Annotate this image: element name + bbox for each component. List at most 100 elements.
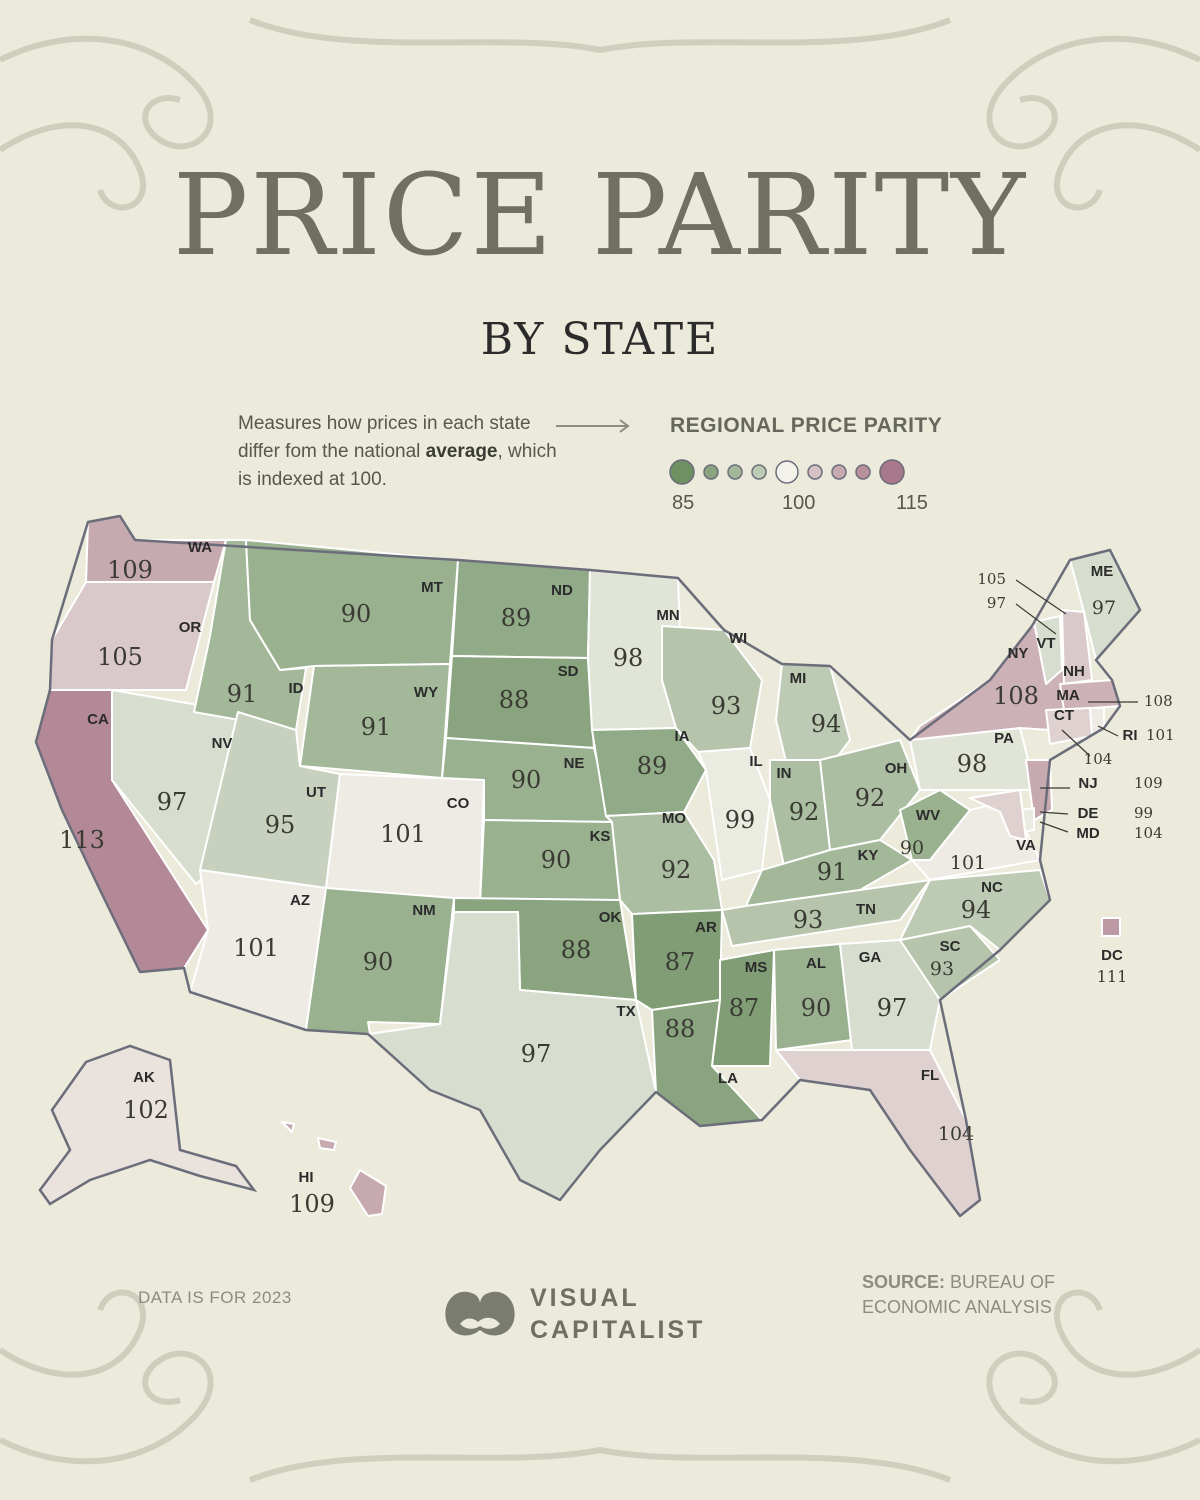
state-value-ok: 88 — [561, 936, 592, 964]
state-value-de: 99 — [1134, 804, 1153, 822]
state-abbr-ms: MS — [745, 959, 768, 976]
state-value-ny: 108 — [993, 682, 1039, 710]
state-value-nv: 97 — [157, 788, 188, 816]
legend-dot-112 — [855, 464, 871, 480]
source-text: BUREAU OF ECONOMIC ANALYSIS — [862, 1272, 1056, 1317]
page-title: PRICE PARITY — [172, 151, 1028, 281]
state-abbr-ne: NE — [564, 755, 585, 772]
state-abbr-nv: NV — [212, 735, 233, 752]
state-abbr-az: AZ — [290, 892, 310, 909]
state-abbr-me: ME — [1091, 563, 1114, 580]
state-abbr-ga: GA — [859, 949, 882, 966]
state-value-mi: 94 — [811, 710, 842, 738]
state-abbr-ca: CA — [87, 711, 109, 728]
state-value-wi: 93 — [711, 692, 742, 720]
brand-line-1: VISUAL — [530, 1284, 640, 1312]
state-value-wa: 109 — [107, 556, 153, 584]
state-abbr-va: VA — [1016, 837, 1036, 854]
data-year-note: DATA IS FOR 2023 — [138, 1288, 292, 1307]
state-value-hi: 109 — [289, 1190, 335, 1218]
state-abbr-la: LA — [718, 1070, 738, 1087]
state-value-ca: 113 — [59, 826, 105, 854]
legend-dot-91 — [727, 464, 743, 480]
state-abbr-ny: NY — [1008, 645, 1029, 662]
state-abbr-in: IN — [777, 765, 792, 782]
state-oh — [819, 739, 921, 851]
legend-dot-85 — [669, 459, 695, 485]
state-value-co: 101 — [380, 820, 426, 848]
state-abbr-nj: NJ — [1078, 775, 1097, 792]
state-value-va: 101 — [950, 852, 986, 874]
state-value-ut: 95 — [265, 811, 296, 839]
state-abbr-ak: AK — [133, 1069, 155, 1086]
state-abbr-vt: VT — [1036, 635, 1055, 652]
state-abbr-sd: SD — [558, 663, 579, 680]
state-value-az: 101 — [233, 934, 279, 962]
state-value-la: 88 — [665, 1015, 696, 1043]
state-value-dc: 111 — [1097, 967, 1128, 986]
state-ia — [591, 727, 707, 817]
state-abbr-wi: WI — [729, 630, 747, 647]
state-value-in: 92 — [789, 798, 820, 826]
state-abbr-mt: MT — [421, 579, 443, 596]
state-abbr-wv: WV — [916, 807, 940, 824]
state-value-ga: 97 — [877, 994, 908, 1022]
state-value-mo: 92 — [661, 856, 692, 884]
state-value-ms: 87 — [729, 994, 760, 1022]
us-outline — [34, 514, 1142, 1218]
state-value-mn: 98 — [613, 644, 644, 672]
description-bold: average — [425, 441, 498, 462]
state-abbr-or: OR — [179, 619, 202, 636]
state-value-ia: 89 — [637, 752, 668, 780]
state-wv — [899, 789, 971, 861]
state-ga — [839, 939, 941, 1051]
brand-name: VISUAL CAPITALIST — [530, 1282, 705, 1346]
state-value-ri: 101 — [1146, 726, 1175, 744]
state-value-wv: 90 — [900, 837, 924, 859]
legend-min-label: 85 — [672, 492, 695, 514]
visual-capitalist-logo-icon — [445, 1291, 515, 1336]
legend-dot-106 — [807, 464, 823, 480]
state-abbr-ct: CT — [1054, 707, 1074, 724]
state-abbr-hi: HI — [299, 1169, 314, 1186]
state-value-id: 91 — [227, 680, 258, 708]
state-abbr-md: MD — [1076, 825, 1099, 842]
legend-max-label: 115 — [896, 492, 928, 514]
state-abbr-nh: NH — [1063, 663, 1085, 680]
page-subtitle: BY STATE — [480, 314, 720, 365]
state-abbr-co: CO — [447, 795, 470, 812]
state-value-md: 104 — [1134, 824, 1163, 842]
state-value-tx: 97 — [521, 1040, 552, 1068]
state-nh — [1061, 609, 1093, 685]
state-value-oh: 92 — [855, 784, 886, 812]
state-value-nd: 89 — [501, 604, 532, 632]
alaska-outline — [38, 1044, 258, 1206]
state-abbr-tx: TX — [616, 1003, 635, 1020]
state-abbr-dc: DC — [1101, 947, 1123, 964]
state-value-nm: 90 — [363, 948, 394, 976]
state-value-ky: 91 — [817, 858, 848, 886]
state-shapes — [35, 515, 1141, 1217]
leader-lines — [1015, 579, 1138, 833]
state-abbr-mo: MO — [662, 810, 686, 827]
state-or — [49, 581, 215, 691]
state-value-ak: 102 — [123, 1096, 169, 1124]
source-label: SOURCE: — [862, 1272, 946, 1292]
state-abbr-ri: RI — [1123, 727, 1138, 744]
brand-line-2: CAPITALIST — [530, 1316, 706, 1344]
state-abbr-il: IL — [749, 753, 762, 770]
state-value-wy: 91 — [361, 713, 392, 741]
state-value-sd: 88 — [499, 686, 530, 714]
description: Measures how prices in each state differ… — [238, 410, 568, 494]
source-note: SOURCE: BUREAU OF ECONOMIC ANALYSIS — [862, 1270, 1072, 1320]
state-value-il: 99 — [725, 806, 756, 834]
state-abbr-mi: MI — [790, 670, 807, 687]
state-abbr-wy: WY — [414, 684, 438, 701]
state-value-nj: 109 — [1134, 774, 1163, 792]
state-value-or: 105 — [97, 643, 143, 671]
state-value-ne: 90 — [511, 766, 542, 794]
legend-dot-88 — [703, 464, 719, 480]
